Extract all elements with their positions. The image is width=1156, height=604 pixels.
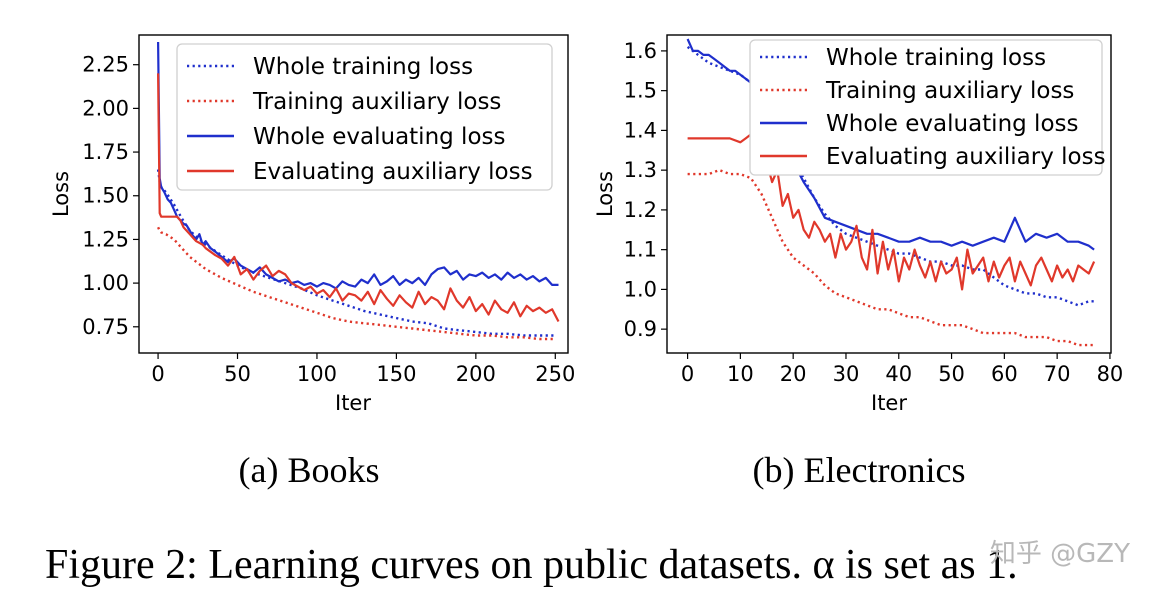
electronics-x-tick-label: 10 bbox=[727, 362, 754, 386]
books-y-tick-label: 2.25 bbox=[82, 53, 129, 77]
electronics-y-ticks: 0.9 1.0 1.1 1.2 1.3 1.4 1.5 1.6 bbox=[624, 39, 667, 341]
books-y-tick-label: 1.50 bbox=[82, 184, 129, 208]
books-x-tick-label: 200 bbox=[456, 362, 496, 386]
electronics-x-tick-label: 50 bbox=[938, 362, 965, 386]
books-y-tick-label: 1.75 bbox=[82, 140, 129, 164]
electronics-x-tick-label: 60 bbox=[991, 362, 1018, 386]
books-whole-evaluating-loss-line bbox=[157, 41, 559, 290]
electronics-legend-label: Whole evaluating loss bbox=[826, 111, 1078, 137]
electronics-chart: 0 10 20 30 40 50 60 70 80 0.9 1.0 1.1 1.2 1.3 1.4 1.5 1… bbox=[593, 34, 1123, 490]
books-y-tick-label: 2.00 bbox=[82, 96, 129, 120]
books-x-tick-label: 0 bbox=[151, 362, 164, 386]
electronics-legend-box bbox=[749, 39, 1103, 176]
electronics-x-axis-label: Iter bbox=[871, 391, 907, 415]
electronics-x-tick-label: 40 bbox=[885, 362, 912, 386]
electronics-y-axis-label: Loss bbox=[593, 171, 617, 217]
books-legend: Whole training loss Training auxiliary lo… bbox=[176, 43, 553, 191]
electronics-whole-evaluating-loss-line bbox=[686, 38, 1095, 251]
books-x-tick-label: 150 bbox=[376, 362, 416, 386]
books-legend-box bbox=[176, 43, 553, 191]
electronics-x-tick-label: 30 bbox=[833, 362, 860, 386]
books-series bbox=[156, 41, 560, 341]
books-x-tick-label: 250 bbox=[535, 362, 575, 386]
electronics-training-auxiliary-loss-line bbox=[687, 168, 1095, 347]
electronics-y-tick-label: 1.3 bbox=[624, 158, 657, 182]
electronics-y-tick-label: 1.2 bbox=[624, 198, 657, 222]
electronics-legend-label: Evaluating auxiliary loss bbox=[826, 144, 1106, 170]
books-y-tick-label: 1.00 bbox=[82, 271, 129, 295]
books-subcaption: (a) Books bbox=[239, 450, 380, 490]
electronics-subcaption: (b) Electronics bbox=[753, 450, 966, 490]
books-x-tick-label: 50 bbox=[224, 362, 251, 386]
books-x-ticks: 0 50 100 150 200 250 bbox=[151, 353, 575, 386]
electronics-x-tick-label: 80 bbox=[1097, 362, 1124, 386]
electronics-legend-label: Whole training loss bbox=[826, 45, 1046, 71]
electronics-legend: Whole training loss Training auxiliary lo… bbox=[749, 39, 1106, 176]
electronics-y-tick-label: 1.6 bbox=[624, 39, 657, 63]
electronics-x-tick-label: 70 bbox=[1044, 362, 1071, 386]
books-plot-frame bbox=[138, 34, 569, 354]
books-y-ticks: 0.75 1.00 1.25 1.50 1.75 2.00 2.25 bbox=[82, 53, 139, 339]
electronics-y-tick-label: 1.5 bbox=[624, 79, 657, 103]
electronics-x-ticks: 0 10 20 30 40 50 60 70 80 bbox=[681, 353, 1123, 386]
electronics-y-tick-label: 1.0 bbox=[624, 277, 657, 301]
electronics-y-tick-label: 0.9 bbox=[624, 317, 657, 341]
electronics-y-tick-label: 1.1 bbox=[624, 238, 657, 262]
books-legend-label: Whole evaluating loss bbox=[253, 124, 505, 150]
watermark: 知乎 @GZY bbox=[990, 539, 1130, 569]
books-training-auxiliary-loss-line bbox=[157, 226, 556, 341]
books-legend-label: Training auxiliary loss bbox=[252, 89, 501, 115]
electronics-x-tick-label: 20 bbox=[780, 362, 807, 386]
books-x-tick-label: 100 bbox=[297, 362, 337, 386]
figure-caption: Figure 2: Learning curves on public data… bbox=[45, 542, 1018, 588]
electronics-x-tick-label: 0 bbox=[681, 362, 694, 386]
electronics-y-tick-label: 1.4 bbox=[624, 118, 657, 142]
books-y-tick-label: 0.75 bbox=[82, 315, 129, 339]
books-legend-label: Evaluating auxiliary loss bbox=[253, 159, 533, 185]
books-y-axis-label: Loss bbox=[49, 171, 73, 217]
books-evaluating-auxiliary-loss-line bbox=[157, 73, 560, 323]
electronics-plot-frame bbox=[666, 34, 1112, 354]
books-chart: 0 50 100 150 200 250 0.75 1.00 1.25 1.50 1.75 2.00… bbox=[49, 34, 575, 490]
electronics-legend-label: Training auxiliary loss bbox=[825, 78, 1074, 104]
books-y-tick-label: 1.25 bbox=[82, 227, 129, 251]
books-x-axis-label: Iter bbox=[335, 391, 371, 415]
books-legend-label: Whole training loss bbox=[253, 54, 473, 80]
